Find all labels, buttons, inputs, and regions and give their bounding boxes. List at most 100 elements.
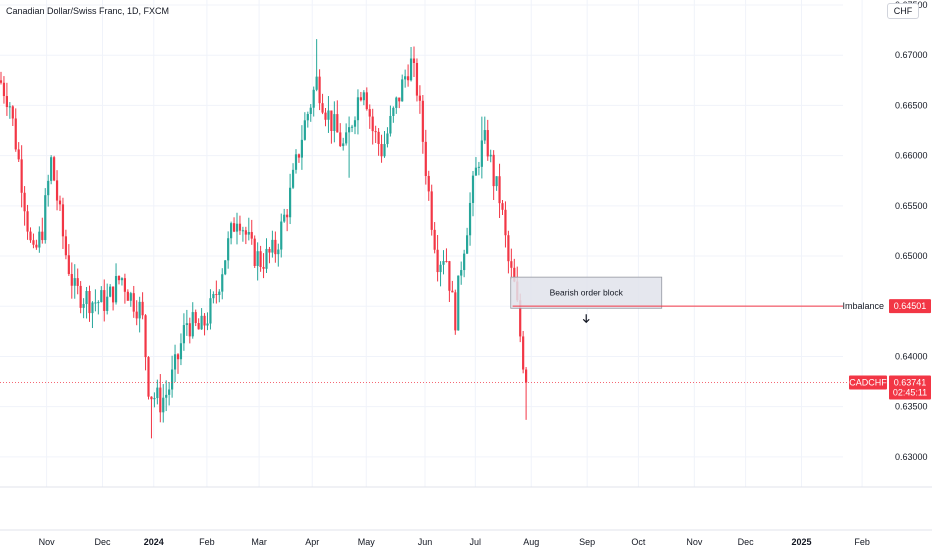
candle-body bbox=[300, 139, 303, 158]
candle-body bbox=[132, 293, 135, 312]
candle-body bbox=[191, 312, 194, 337]
candle-body bbox=[135, 311, 138, 319]
candle-body bbox=[362, 92, 365, 101]
candle-body bbox=[179, 343, 183, 360]
candle-body bbox=[501, 203, 504, 210]
x-tick-label: Feb bbox=[199, 537, 215, 547]
currency-selector[interactable]: CHF bbox=[887, 3, 919, 19]
candle-body bbox=[345, 132, 348, 144]
candle-body bbox=[35, 244, 38, 248]
candle-body bbox=[353, 120, 357, 127]
x-tick-label: Dec bbox=[95, 537, 112, 547]
candle-body bbox=[407, 76, 410, 81]
candle-body bbox=[227, 238, 230, 261]
candle-body bbox=[442, 261, 445, 265]
symbol-badge bbox=[849, 375, 887, 390]
candle-body bbox=[232, 223, 236, 232]
candle-body bbox=[176, 354, 180, 360]
order-block-zone bbox=[510, 276, 663, 309]
candle-body bbox=[85, 290, 88, 305]
candle-body bbox=[256, 251, 259, 266]
candle-body bbox=[120, 278, 124, 281]
candle-body bbox=[224, 260, 227, 275]
candle-body bbox=[427, 175, 430, 192]
current-price-text: 0.63741 bbox=[894, 377, 927, 387]
candle-body bbox=[47, 180, 50, 196]
order-block-label: Bearish order block bbox=[550, 288, 624, 298]
y-tick-label: 0.64000 bbox=[895, 351, 928, 361]
y-tick-label: 0.65500 bbox=[895, 201, 928, 211]
candle-body bbox=[26, 211, 29, 232]
imbalance-price-badge bbox=[889, 299, 931, 314]
candle-body bbox=[377, 131, 380, 145]
candle-body bbox=[474, 167, 478, 176]
candle-body bbox=[67, 255, 70, 274]
candle-body bbox=[241, 230, 244, 232]
candle-body bbox=[303, 120, 306, 140]
candle-body bbox=[439, 264, 442, 273]
candle-body bbox=[433, 229, 436, 250]
candle-body bbox=[398, 97, 401, 102]
candle-body bbox=[76, 278, 79, 286]
candle-body bbox=[522, 336, 525, 370]
candle-body bbox=[212, 294, 215, 299]
candle-body bbox=[350, 126, 354, 128]
candle-body bbox=[265, 248, 268, 269]
candle-body bbox=[41, 231, 44, 241]
candle-body bbox=[359, 97, 362, 101]
candle-body bbox=[82, 304, 85, 308]
candle-body bbox=[171, 369, 174, 390]
candle-body bbox=[0, 80, 3, 83]
candle-body bbox=[230, 223, 233, 239]
candle-body bbox=[50, 157, 53, 181]
candle-body bbox=[103, 290, 106, 311]
candle-body bbox=[327, 110, 330, 120]
candle-body bbox=[32, 240, 35, 245]
x-tick-label: Apr bbox=[305, 537, 319, 547]
candle-body bbox=[356, 97, 360, 121]
chart-title: Canadian Dollar/Swiss Franc, 1D, FXCM bbox=[6, 6, 169, 16]
x-tick-label: Nov bbox=[686, 537, 703, 547]
candle-body bbox=[477, 166, 480, 168]
candle-body bbox=[480, 140, 483, 167]
candle-body bbox=[70, 273, 73, 286]
candle-body bbox=[321, 103, 324, 113]
x-tick-label: Oct bbox=[631, 537, 646, 547]
candle-body bbox=[291, 169, 295, 188]
candle-body bbox=[489, 154, 492, 157]
candle-body bbox=[371, 116, 374, 132]
candle-body bbox=[445, 261, 448, 263]
candle-body bbox=[29, 231, 32, 241]
candle-body bbox=[274, 239, 277, 255]
candle-body bbox=[471, 175, 475, 203]
candle-body bbox=[294, 154, 298, 170]
candle-body bbox=[297, 154, 301, 158]
candle-body bbox=[262, 266, 265, 269]
candle-body bbox=[88, 290, 91, 314]
imbalance-label: Imbalance bbox=[842, 301, 884, 311]
candle-body bbox=[268, 248, 271, 253]
candle-body bbox=[412, 58, 416, 63]
candle-body bbox=[114, 276, 118, 303]
candle-body bbox=[253, 238, 256, 266]
candle-body bbox=[306, 113, 309, 121]
candle-body bbox=[138, 301, 141, 319]
candle-body bbox=[38, 231, 41, 248]
candle-body bbox=[404, 76, 407, 80]
candle-body bbox=[460, 270, 463, 276]
candle-body bbox=[277, 249, 280, 255]
candle-body bbox=[451, 290, 454, 293]
x-tick-label: Mar bbox=[251, 537, 267, 547]
candle-body bbox=[247, 231, 250, 235]
candle-body bbox=[348, 127, 351, 133]
candle-body bbox=[64, 236, 67, 256]
candle-body bbox=[168, 389, 171, 395]
candle-body bbox=[61, 204, 65, 237]
candle-body bbox=[79, 285, 82, 308]
candle-body bbox=[197, 323, 200, 330]
candle-body bbox=[342, 143, 345, 147]
candle-body bbox=[495, 176, 498, 187]
y-tick-label: 0.66000 bbox=[895, 151, 928, 161]
